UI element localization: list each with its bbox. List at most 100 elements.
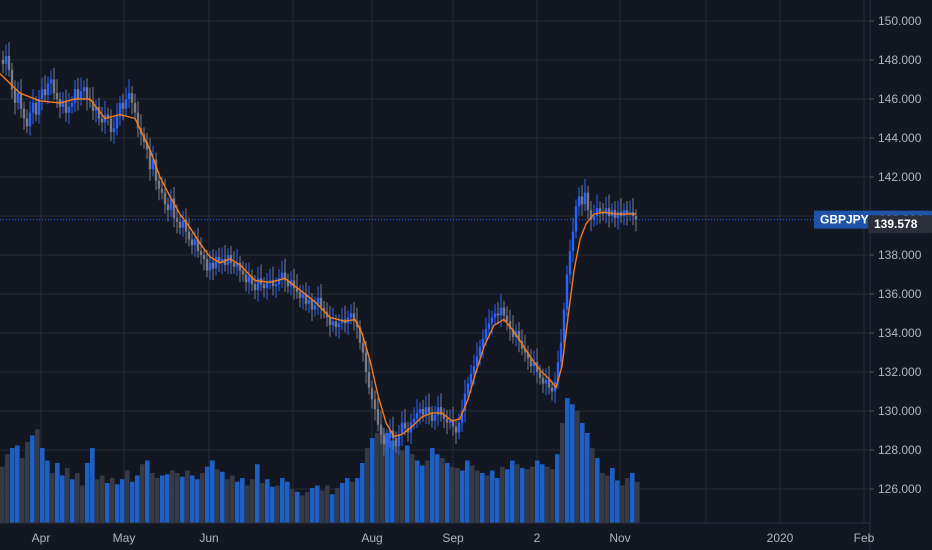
candle-body: [493, 313, 497, 318]
candle-body: [625, 210, 629, 215]
candle-body: [607, 208, 611, 216]
candle-body: [547, 379, 551, 388]
candle-body: [370, 387, 374, 400]
volume-bar: [190, 475, 195, 523]
candle-body: [100, 118, 104, 123]
candle-body: [124, 99, 128, 109]
candle-body: [319, 297, 323, 308]
volume-bar: [390, 440, 395, 523]
volume-bar: [330, 494, 335, 523]
volume-bar: [20, 458, 25, 523]
candle-body: [130, 93, 134, 103]
candle-body: [421, 409, 425, 415]
volume-bar: [150, 473, 155, 523]
candle-body: [415, 412, 419, 419]
volume-bar: [135, 475, 140, 523]
candle-body: [202, 255, 206, 259]
candle-body: [538, 372, 542, 378]
volume-bar: [265, 479, 270, 523]
volume-bar: [495, 478, 500, 523]
volume-bar: [225, 479, 230, 523]
volume-bar: [255, 464, 260, 523]
volume-bar: [285, 481, 290, 523]
volume-bar: [250, 479, 255, 523]
volume-bar: [290, 489, 295, 523]
candle-body: [445, 418, 449, 423]
candle-body: [400, 422, 404, 435]
candle-body: [478, 346, 482, 357]
candle-body: [256, 278, 260, 291]
volume-bar: [595, 458, 600, 523]
volume-bar: [520, 468, 525, 523]
candle-body: [172, 198, 176, 218]
volume-bar: [110, 478, 115, 523]
candle-body: [13, 89, 17, 103]
candle-body: [127, 93, 131, 99]
y-tick-label: 132.000: [878, 365, 922, 379]
candle-body: [340, 319, 344, 324]
candle-body: [295, 288, 299, 293]
volume-bar: [510, 460, 515, 523]
volume-bar: [260, 483, 265, 523]
volume-bar: [630, 473, 635, 523]
candle-body: [454, 426, 458, 433]
volume-bar: [35, 429, 40, 523]
volume-bar: [415, 460, 420, 523]
volume-bar: [105, 483, 110, 523]
candle-body: [622, 210, 626, 216]
candle-body: [403, 422, 407, 429]
candle-body: [526, 352, 530, 359]
candle-body: [52, 79, 56, 94]
candle-body: [508, 321, 512, 330]
volume-bar: [400, 450, 405, 523]
candle-body: [214, 256, 218, 269]
x-tick-label: May: [113, 531, 136, 545]
volume-bar: [420, 465, 425, 523]
y-axis[interactable]: 150.000 148.000 146.000 144.000 142.000 138.0…: [870, 14, 922, 496]
y-tick-label: 142.000: [878, 170, 922, 184]
candle-body: [232, 262, 236, 267]
candle-body: [373, 399, 377, 410]
volume-bar: [470, 465, 475, 523]
candle-body: [217, 256, 221, 263]
candle-body: [634, 216, 638, 220]
volume-bar: [60, 475, 65, 523]
candle-body: [313, 305, 317, 310]
ma-layer: [0, 73, 636, 438]
x-tick-label: Apr: [32, 531, 51, 545]
candle-body: [235, 262, 239, 267]
volume-layer: [0, 398, 640, 523]
x-tick-label: Sep: [442, 531, 464, 545]
volume-bar: [55, 463, 60, 523]
volume-bar: [95, 479, 100, 523]
candle-body: [541, 377, 545, 384]
volume-bar: [75, 473, 80, 523]
candle-body: [568, 251, 572, 275]
volume-bar: [430, 448, 435, 523]
volume-bar: [440, 458, 445, 523]
candle-body: [241, 270, 245, 275]
volume-bar: [395, 445, 400, 523]
candle-body: [418, 409, 422, 413]
candle-body: [463, 393, 467, 411]
volume-bar: [245, 485, 250, 523]
candle-body: [160, 188, 164, 193]
volume-bar: [130, 481, 135, 523]
volume-bar: [345, 478, 350, 523]
candle-body: [298, 292, 302, 298]
volume-bar: [235, 481, 240, 523]
volume-bar: [15, 445, 20, 523]
volume-bar: [85, 463, 90, 523]
volume-bar: [350, 481, 355, 523]
volume-bar: [455, 468, 460, 523]
candle-body: [460, 411, 464, 423]
candle-body: [574, 206, 578, 232]
x-tick-label: 2: [534, 531, 541, 545]
candle-body: [34, 102, 38, 115]
volume-bar: [600, 473, 605, 523]
x-axis[interactable]: Apr May Jun Aug Sep 2 Nov 2020 Feb: [0, 522, 875, 545]
volume-bar: [625, 478, 630, 523]
volume-bar: [275, 485, 280, 523]
